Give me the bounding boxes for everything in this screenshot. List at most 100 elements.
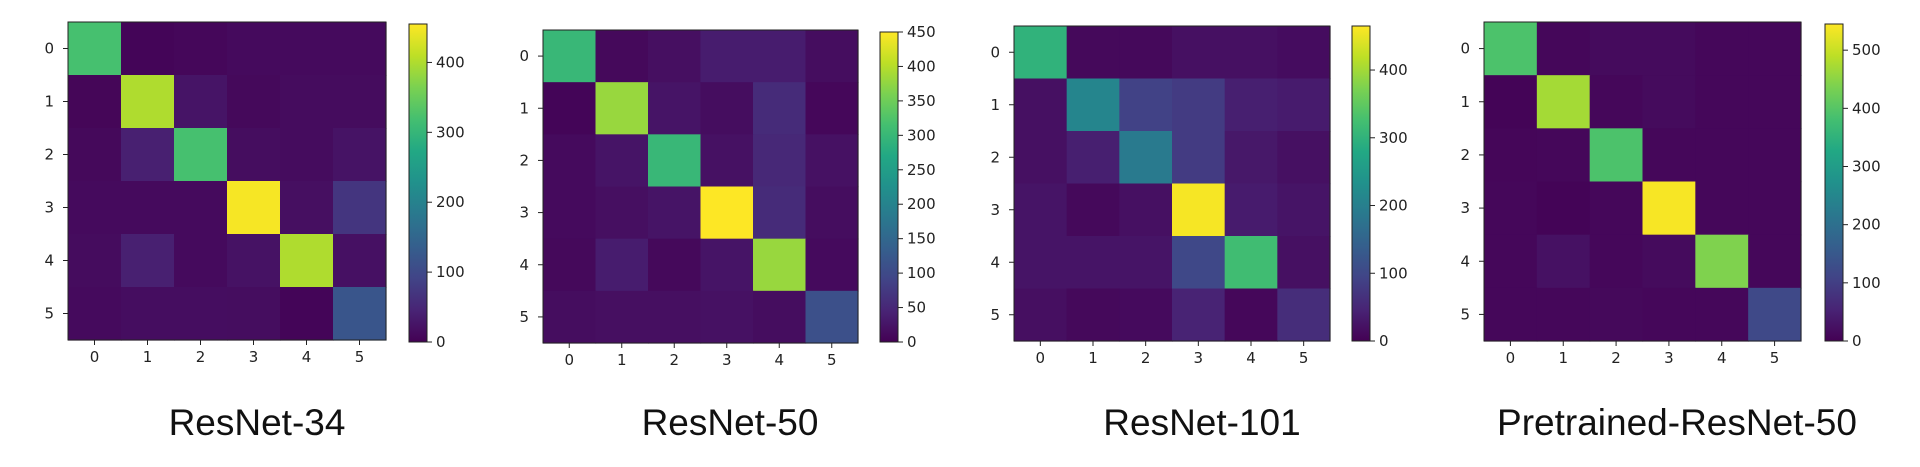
x-tick-label: 4 [774, 351, 784, 369]
heatmap-cell-r0-c5 [1748, 22, 1802, 76]
colorbar-tick-label: 0 [436, 333, 446, 351]
y-tick-label: 4 [990, 253, 1000, 271]
heatmap-cell-r1-c4 [280, 75, 334, 129]
heatmap-cell-r3-c3 [1642, 181, 1696, 236]
heatmap-cell-r5-c3 [1172, 288, 1226, 342]
heatmap-cell-r5-c5 [1277, 288, 1331, 342]
heatmap-cell-r3-c5 [805, 186, 859, 240]
colorbar-tick-label: 100 [1852, 274, 1881, 292]
x-tick-label: 2 [196, 348, 206, 366]
x-tick-label: 0 [1506, 349, 1516, 367]
heatmap-cell-r0-c2 [1119, 26, 1173, 80]
heatmap-cell-r5-c1 [121, 287, 175, 341]
heatmap-cell-r5-c5 [805, 290, 859, 344]
heatmap-cell-r2-c2 [1119, 131, 1173, 185]
heatmap-cell-r0-c2 [648, 30, 702, 83]
colorbar-tick-label: 200 [1852, 216, 1881, 234]
heatmap-cell-r4-c5 [1277, 236, 1331, 290]
heatmap-cell-r3-c1 [121, 181, 175, 235]
heatmap-cell-r1-c2 [1589, 75, 1644, 129]
heatmap-cell-r2-c4 [753, 134, 807, 188]
x-tick-label: 5 [1299, 349, 1309, 367]
colorbar-tick-label: 400 [907, 57, 936, 75]
heatmap-cell-r5-c5 [333, 287, 387, 341]
y-tick-label: 3 [44, 199, 54, 217]
caption-pretrained-resnet-50: Pretrained-ResNet-50 [1497, 402, 1857, 443]
heatmap-cell-r0-c0 [1014, 26, 1068, 80]
heatmap-panel-3: 0 1 2 3 4 5 0 1 2 3 4 5 0 100 200 300 400 500 [1460, 21, 1881, 367]
y-tick-label: 1 [519, 99, 529, 117]
colorbar [879, 31, 899, 343]
heatmap-cell-r5-c0 [543, 290, 597, 344]
colorbar-tick-label: 300 [1379, 129, 1408, 147]
heatmap-cell-r2-c0 [1484, 128, 1538, 183]
colorbar-tick-label: 200 [907, 195, 936, 213]
x-tick-label: 2 [669, 351, 679, 369]
heatmap-cell-r2-c5 [333, 128, 387, 182]
heatmap-cell-r0-c5 [805, 30, 859, 83]
colorbar-tick-label: 400 [436, 53, 465, 71]
heatmap-cell-r2-c5 [805, 134, 859, 188]
x-tick-label: 5 [827, 351, 837, 369]
heatmap-cell-r2-c5 [1748, 128, 1802, 183]
heatmap-cell-r5-c0 [1014, 288, 1068, 342]
x-tick-label: 3 [1194, 349, 1204, 367]
heatmap-cell-r1-c4 [1224, 78, 1278, 132]
y-tick-label: 1 [1460, 93, 1470, 111]
heatmap-cell-r4-c5 [1748, 234, 1802, 289]
y-tick-label: 3 [990, 201, 1000, 219]
colorbar-tick-label: 100 [907, 264, 936, 282]
x-tick-label: 2 [1141, 349, 1151, 367]
heatmap-cell-r4-c2 [174, 234, 228, 288]
heatmap-cell-r5-c1 [595, 290, 649, 344]
heatmap-cell-r2-c2 [648, 134, 702, 188]
heatmap-cell-r0-c1 [1066, 26, 1120, 80]
colorbar-tick-label: 0 [907, 333, 917, 351]
y-tick-label: 5 [990, 306, 1000, 324]
colorbar-tick-label: 300 [1852, 158, 1881, 176]
heatmap-cell-r3-c0 [1484, 181, 1538, 236]
y-tick-label: 4 [1460, 252, 1470, 270]
heatmap-cell-r2-c1 [1536, 128, 1591, 183]
heatmap-cell-r4-c2 [1589, 234, 1644, 289]
y-tick-label: 0 [1460, 40, 1470, 58]
y-tick-label: 5 [44, 305, 54, 323]
y-tick-label: 0 [44, 40, 54, 58]
heatmap-cell-r3-c1 [1066, 183, 1120, 237]
heatmap-cell-r5-c2 [648, 290, 702, 344]
heatmap-cell-r0-c5 [1277, 26, 1331, 80]
heatmap-cell-r4-c5 [805, 238, 859, 292]
y-tick-label: 1 [990, 96, 1000, 114]
heatmap-cell-r4-c3 [1642, 234, 1696, 289]
heatmap-cell-r5-c1 [1066, 288, 1120, 342]
heatmap-cell-r0-c4 [280, 22, 334, 76]
heatmap-cell-r4-c4 [280, 234, 334, 288]
heatmap-cell-r3-c2 [1589, 181, 1644, 236]
heatmap-cell-r1-c0 [1014, 78, 1068, 132]
heatmap-cell-r5-c4 [753, 290, 807, 344]
heatmap-cell-r1-c3 [227, 75, 281, 129]
heatmap-cell-r5-c4 [280, 287, 334, 341]
heatmap-cell-r4-c0 [1484, 234, 1538, 289]
heatmap-cell-r2-c4 [1695, 128, 1749, 183]
colorbar-tick-label: 400 [1379, 61, 1408, 79]
heatmap-cell-r4-c0 [68, 234, 122, 288]
x-tick-label: 0 [564, 351, 574, 369]
heatmap-cell-r4-c4 [753, 238, 807, 292]
heatmap-cell-r1-c0 [68, 75, 122, 129]
heatmap-cell-r1-c5 [333, 75, 387, 129]
heatmap-cell-r0-c1 [121, 22, 175, 76]
heatmap-cell-r1-c3 [1172, 78, 1226, 132]
heatmap-cell-r5-c1 [1536, 287, 1591, 342]
heatmap-panel-2: 0 1 2 3 4 5 0 1 2 3 4 5 0 100 200 300 400 [990, 25, 1408, 367]
heatmap-cell-r2-c3 [700, 134, 754, 188]
heatmap-cell-r3-c0 [68, 181, 122, 235]
heatmap-cell-r5-c3 [1642, 287, 1696, 342]
heatmap-cell-r2-c1 [1066, 131, 1120, 185]
heatmap-cell-r4-c2 [648, 238, 702, 292]
x-tick-label: 3 [1664, 349, 1674, 367]
heatmap-cell-r0-c0 [68, 22, 122, 76]
heatmap-cell-r4-c1 [1536, 234, 1591, 289]
y-tick-label: 3 [1460, 199, 1470, 217]
